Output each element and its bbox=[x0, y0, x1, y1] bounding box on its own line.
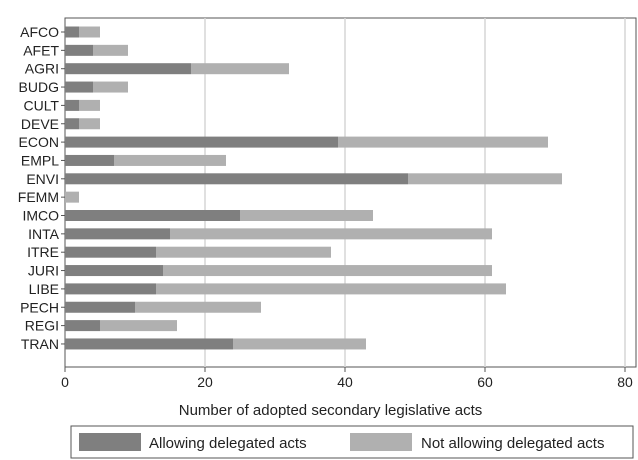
bar-afco-not-allowing bbox=[79, 26, 100, 38]
bar-cult-allowing bbox=[65, 99, 79, 111]
category-label-inta: INTA bbox=[28, 226, 60, 242]
legend-label-allowing: Allowing delegated acts bbox=[149, 435, 307, 452]
bar-femm-not-allowing bbox=[65, 191, 79, 203]
bar-imco-allowing bbox=[65, 210, 240, 221]
legend: Allowing delegated acts Not allowing del… bbox=[70, 425, 634, 459]
x-tick-label: 20 bbox=[197, 374, 213, 390]
category-label-cult: CULT bbox=[23, 97, 59, 113]
bar-inta-not-allowing bbox=[170, 228, 492, 240]
bar-budg-allowing bbox=[65, 81, 93, 93]
bar-afet-not-allowing bbox=[93, 44, 128, 56]
bar-econ-allowing bbox=[65, 136, 338, 148]
x-tick-label: 60 bbox=[477, 374, 493, 390]
bar-regi-allowing bbox=[65, 320, 100, 332]
bar-pech-allowing bbox=[65, 301, 135, 313]
category-label-deve: DEVE bbox=[21, 116, 59, 132]
bar-juri-allowing bbox=[65, 265, 163, 277]
bars bbox=[65, 26, 562, 350]
bar-deve-not-allowing bbox=[79, 118, 100, 130]
category-label-envi: ENVI bbox=[26, 171, 59, 187]
category-label-afco: AFCO bbox=[20, 24, 59, 40]
bar-econ-not-allowing bbox=[338, 136, 548, 148]
bar-cult-not-allowing bbox=[79, 99, 100, 111]
bar-regi-not-allowing bbox=[100, 320, 177, 332]
bar-pech-not-allowing bbox=[135, 301, 261, 313]
bar-inta-allowing bbox=[65, 228, 170, 240]
bar-empl-allowing bbox=[65, 154, 114, 166]
category-label-regi: REGI bbox=[25, 318, 59, 334]
category-label-empl: EMPL bbox=[21, 152, 59, 168]
bar-libe-not-allowing bbox=[156, 283, 506, 295]
bar-budg-not-allowing bbox=[93, 81, 128, 93]
bar-envi-allowing bbox=[65, 173, 408, 185]
category-label-imco: IMCO bbox=[22, 208, 59, 224]
x-ticks: 0 20 40 60 80 bbox=[61, 367, 633, 390]
bar-juri-not-allowing bbox=[163, 265, 492, 277]
x-tick-label: 0 bbox=[61, 374, 69, 390]
bar-tran-not-allowing bbox=[233, 338, 366, 350]
bar-itre-allowing bbox=[65, 246, 156, 258]
category-label-budg: BUDG bbox=[19, 79, 59, 95]
bar-envi-not-allowing bbox=[408, 173, 562, 185]
x-axis-title: Number of adopted secondary legislative … bbox=[179, 402, 483, 419]
legend-swatch-allowing bbox=[79, 433, 141, 451]
category-label-agri: AGRI bbox=[25, 61, 59, 77]
legend-swatch-not-allowing bbox=[350, 433, 412, 451]
category-label-pech: PECH bbox=[20, 299, 59, 315]
category-labels: AFCO AFET AGRI BUDG CULT DEVE ECON EMPL ENVI FEMM… bbox=[18, 24, 65, 352]
category-label-itre: ITRE bbox=[27, 244, 59, 260]
x-tick-label: 80 bbox=[617, 374, 633, 390]
bar-deve-allowing bbox=[65, 118, 79, 130]
x-tick-label: 40 bbox=[337, 374, 353, 390]
bar-afet-allowing bbox=[65, 44, 93, 56]
category-label-juri: JURI bbox=[28, 263, 59, 279]
bar-agri-allowing bbox=[65, 63, 191, 75]
category-label-econ: ECON bbox=[19, 134, 59, 150]
bar-agri-not-allowing bbox=[191, 63, 289, 75]
category-label-femm: FEMM bbox=[18, 189, 59, 205]
bar-afco-allowing bbox=[65, 26, 79, 38]
bar-empl-not-allowing bbox=[114, 154, 226, 166]
bar-tran-allowing bbox=[65, 338, 233, 350]
legend-label-not-allowing: Not allowing delegated acts bbox=[421, 435, 604, 452]
bar-libe-allowing bbox=[65, 283, 156, 295]
bar-imco-not-allowing bbox=[240, 210, 373, 221]
bar-itre-not-allowing bbox=[156, 246, 331, 258]
category-label-tran: TRAN bbox=[21, 336, 59, 352]
category-label-libe: LIBE bbox=[29, 281, 59, 297]
category-label-afet: AFET bbox=[23, 42, 59, 58]
